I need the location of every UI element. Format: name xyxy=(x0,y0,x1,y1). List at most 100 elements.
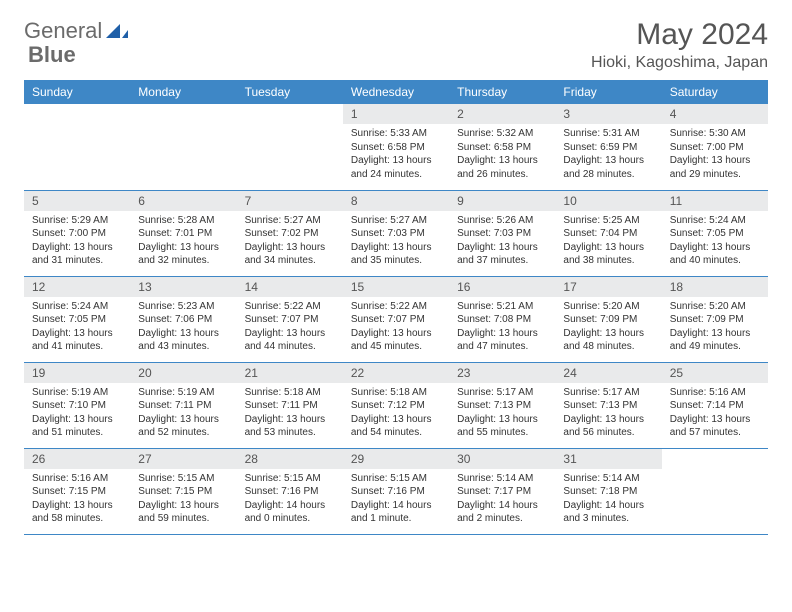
day-number: 27 xyxy=(130,449,236,469)
weekday-header: Monday xyxy=(130,80,236,104)
day-body: Sunrise: 5:16 AMSunset: 7:14 PMDaylight:… xyxy=(662,383,768,444)
calendar-cell: 13Sunrise: 5:23 AMSunset: 7:06 PMDayligh… xyxy=(130,276,236,362)
calendar-row: 26Sunrise: 5:16 AMSunset: 7:15 PMDayligh… xyxy=(24,448,768,534)
calendar-row: 1Sunrise: 5:33 AMSunset: 6:58 PMDaylight… xyxy=(24,104,768,190)
day-line: Daylight: 13 hours xyxy=(351,241,441,255)
day-line: Sunrise: 5:26 AM xyxy=(457,214,547,228)
day-line: and 44 minutes. xyxy=(245,340,335,354)
day-line: Sunrise: 5:28 AM xyxy=(138,214,228,228)
day-line: Sunset: 7:09 PM xyxy=(563,313,653,327)
day-line: Sunrise: 5:20 AM xyxy=(563,300,653,314)
day-line: Daylight: 13 hours xyxy=(245,241,335,255)
day-line: Daylight: 13 hours xyxy=(457,413,547,427)
day-line: Sunset: 7:16 PM xyxy=(351,485,441,499)
calendar-cell: 15Sunrise: 5:22 AMSunset: 7:07 PMDayligh… xyxy=(343,276,449,362)
day-number xyxy=(24,104,130,124)
day-line: Sunset: 7:11 PM xyxy=(138,399,228,413)
calendar-cell: 17Sunrise: 5:20 AMSunset: 7:09 PMDayligh… xyxy=(555,276,661,362)
day-body xyxy=(237,124,343,131)
day-line: Sunrise: 5:32 AM xyxy=(457,127,547,141)
day-line: and 29 minutes. xyxy=(670,168,760,182)
day-line: and 1 minute. xyxy=(351,512,441,526)
calendar-cell: 16Sunrise: 5:21 AMSunset: 7:08 PMDayligh… xyxy=(449,276,555,362)
day-number: 22 xyxy=(343,363,449,383)
day-line: and 47 minutes. xyxy=(457,340,547,354)
calendar-cell: 22Sunrise: 5:18 AMSunset: 7:12 PMDayligh… xyxy=(343,362,449,448)
day-number: 26 xyxy=(24,449,130,469)
day-line: Sunrise: 5:15 AM xyxy=(138,472,228,486)
day-line: Sunset: 6:59 PM xyxy=(563,141,653,155)
day-line: and 56 minutes. xyxy=(563,426,653,440)
day-line: Sunrise: 5:25 AM xyxy=(563,214,653,228)
calendar-cell: 30Sunrise: 5:14 AMSunset: 7:17 PMDayligh… xyxy=(449,448,555,534)
month-title: May 2024 xyxy=(591,18,768,52)
day-body: Sunrise: 5:27 AMSunset: 7:02 PMDaylight:… xyxy=(237,211,343,272)
day-line: Sunset: 7:00 PM xyxy=(670,141,760,155)
day-line: and 48 minutes. xyxy=(563,340,653,354)
calendar-cell: 2Sunrise: 5:32 AMSunset: 6:58 PMDaylight… xyxy=(449,104,555,190)
day-line: and 0 minutes. xyxy=(245,512,335,526)
day-line: Daylight: 13 hours xyxy=(670,154,760,168)
day-line: Sunrise: 5:17 AM xyxy=(457,386,547,400)
day-body: Sunrise: 5:23 AMSunset: 7:06 PMDaylight:… xyxy=(130,297,236,358)
day-number: 18 xyxy=(662,277,768,297)
day-body: Sunrise: 5:20 AMSunset: 7:09 PMDaylight:… xyxy=(662,297,768,358)
day-line: and 31 minutes. xyxy=(32,254,122,268)
calendar-cell xyxy=(237,104,343,190)
day-line: Sunrise: 5:19 AM xyxy=(32,386,122,400)
day-number: 10 xyxy=(555,191,661,211)
day-line: Daylight: 13 hours xyxy=(670,327,760,341)
logo-text: General xyxy=(24,18,102,44)
calendar-cell: 3Sunrise: 5:31 AMSunset: 6:59 PMDaylight… xyxy=(555,104,661,190)
day-number: 13 xyxy=(130,277,236,297)
calendar-row: 12Sunrise: 5:24 AMSunset: 7:05 PMDayligh… xyxy=(24,276,768,362)
day-line: and 24 minutes. xyxy=(351,168,441,182)
calendar-cell: 20Sunrise: 5:19 AMSunset: 7:11 PMDayligh… xyxy=(130,362,236,448)
calendar-cell: 6Sunrise: 5:28 AMSunset: 7:01 PMDaylight… xyxy=(130,190,236,276)
day-line: Sunset: 7:03 PM xyxy=(457,227,547,241)
calendar-cell: 23Sunrise: 5:17 AMSunset: 7:13 PMDayligh… xyxy=(449,362,555,448)
calendar-cell: 1Sunrise: 5:33 AMSunset: 6:58 PMDaylight… xyxy=(343,104,449,190)
day-number: 24 xyxy=(555,363,661,383)
calendar-cell: 5Sunrise: 5:29 AMSunset: 7:00 PMDaylight… xyxy=(24,190,130,276)
calendar-cell: 14Sunrise: 5:22 AMSunset: 7:07 PMDayligh… xyxy=(237,276,343,362)
day-body: Sunrise: 5:17 AMSunset: 7:13 PMDaylight:… xyxy=(555,383,661,444)
day-line: Sunrise: 5:33 AM xyxy=(351,127,441,141)
day-line: Sunrise: 5:27 AM xyxy=(245,214,335,228)
calendar-cell xyxy=(130,104,236,190)
day-number: 30 xyxy=(449,449,555,469)
day-line: Daylight: 13 hours xyxy=(138,241,228,255)
day-body: Sunrise: 5:19 AMSunset: 7:11 PMDaylight:… xyxy=(130,383,236,444)
day-line: Sunset: 7:04 PM xyxy=(563,227,653,241)
day-number xyxy=(237,104,343,124)
day-line: Sunset: 7:15 PM xyxy=(32,485,122,499)
day-line: Daylight: 13 hours xyxy=(457,241,547,255)
day-line: Sunrise: 5:16 AM xyxy=(670,386,760,400)
day-body: Sunrise: 5:15 AMSunset: 7:16 PMDaylight:… xyxy=(343,469,449,530)
day-number: 3 xyxy=(555,104,661,124)
calendar-cell: 12Sunrise: 5:24 AMSunset: 7:05 PMDayligh… xyxy=(24,276,130,362)
day-line: Sunrise: 5:22 AM xyxy=(351,300,441,314)
day-line: Sunset: 7:14 PM xyxy=(670,399,760,413)
day-line: and 52 minutes. xyxy=(138,426,228,440)
day-number: 29 xyxy=(343,449,449,469)
day-line: Sunset: 7:05 PM xyxy=(32,313,122,327)
day-line: Sunrise: 5:30 AM xyxy=(670,127,760,141)
day-body: Sunrise: 5:14 AMSunset: 7:17 PMDaylight:… xyxy=(449,469,555,530)
day-body: Sunrise: 5:20 AMSunset: 7:09 PMDaylight:… xyxy=(555,297,661,358)
day-line: Sunrise: 5:18 AM xyxy=(351,386,441,400)
calendar-cell: 27Sunrise: 5:15 AMSunset: 7:15 PMDayligh… xyxy=(130,448,236,534)
day-number: 12 xyxy=(24,277,130,297)
day-line: Sunset: 7:11 PM xyxy=(245,399,335,413)
day-line: Sunset: 7:17 PM xyxy=(457,485,547,499)
day-line: Daylight: 13 hours xyxy=(245,327,335,341)
calendar-row: 19Sunrise: 5:19 AMSunset: 7:10 PMDayligh… xyxy=(24,362,768,448)
day-line: and 51 minutes. xyxy=(32,426,122,440)
day-body: Sunrise: 5:24 AMSunset: 7:05 PMDaylight:… xyxy=(662,211,768,272)
calendar-cell xyxy=(662,448,768,534)
day-line: Sunset: 6:58 PM xyxy=(351,141,441,155)
day-line: Daylight: 13 hours xyxy=(32,499,122,513)
day-line: Daylight: 14 hours xyxy=(457,499,547,513)
day-body: Sunrise: 5:17 AMSunset: 7:13 PMDaylight:… xyxy=(449,383,555,444)
calendar-cell: 19Sunrise: 5:19 AMSunset: 7:10 PMDayligh… xyxy=(24,362,130,448)
